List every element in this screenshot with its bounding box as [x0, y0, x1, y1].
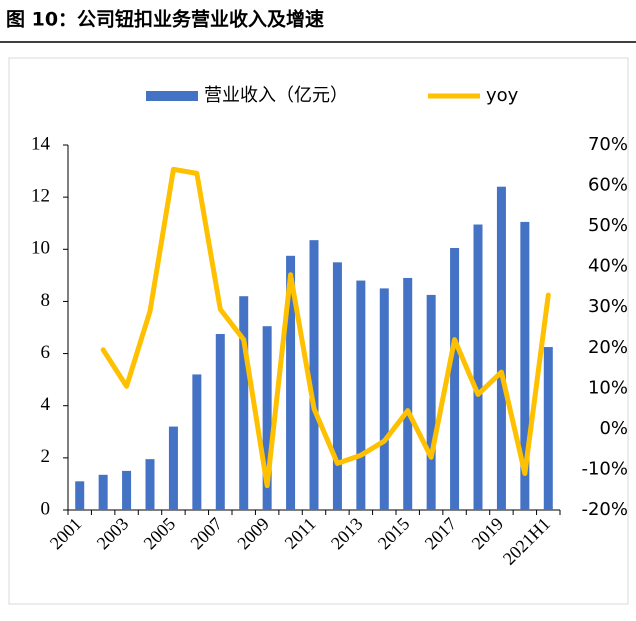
y2-tick-label: 10% — [588, 377, 628, 398]
y-tick-label: 12 — [31, 186, 50, 207]
x-tick-label: 2003 — [93, 514, 133, 554]
y-tick-label: 4 — [41, 394, 51, 415]
x-tick-label: 2021H1 — [499, 514, 554, 569]
bar — [262, 326, 272, 510]
bar — [473, 224, 483, 510]
x-tick-label: 2007 — [186, 514, 226, 554]
bar — [192, 374, 202, 510]
bar — [520, 221, 530, 511]
y2-tick-label: 40% — [588, 256, 628, 277]
bar — [215, 334, 225, 510]
y2-tick-label: 20% — [588, 337, 628, 358]
y-tick-label: 14 — [31, 133, 51, 154]
bar — [403, 277, 413, 510]
y2-tick-label: 60% — [588, 175, 628, 196]
bar — [309, 240, 319, 511]
x-tick-label: 2011 — [281, 514, 320, 553]
bar — [426, 294, 436, 510]
x-tick-label: 2019 — [468, 514, 508, 554]
line — [100, 166, 551, 489]
y-tick-label: 10 — [31, 238, 50, 259]
bar — [168, 426, 178, 510]
bar — [145, 459, 155, 510]
x-tick-label: 2015 — [374, 514, 414, 554]
x-tick-label: 2017 — [421, 514, 461, 554]
legend-label: yoy — [486, 85, 519, 106]
y2-tick-label: 0% — [599, 418, 628, 439]
bar — [450, 247, 460, 510]
y-tick-label: 0 — [41, 498, 51, 519]
y2-tick-label: -10% — [581, 458, 628, 479]
y-tick-label: 6 — [41, 342, 51, 363]
y-tick-label: 8 — [41, 290, 51, 311]
bar — [379, 288, 389, 510]
bar — [286, 255, 296, 510]
bar — [356, 280, 366, 510]
chart-frame — [8, 57, 629, 605]
bar — [332, 262, 342, 510]
bar — [239, 296, 249, 510]
y2-tick-label: 50% — [588, 215, 628, 236]
bar — [98, 474, 108, 510]
bar — [496, 186, 506, 510]
x-tick-label: 2001 — [46, 514, 86, 554]
chart-title: 图 10：公司钮扣业务营业收入及增速 — [6, 8, 324, 31]
x-tick-label: 2009 — [233, 514, 273, 554]
y-tick-label: 2 — [41, 446, 51, 467]
bar — [75, 481, 85, 510]
y2-tick-label: 70% — [588, 134, 628, 155]
bar — [543, 347, 553, 510]
legend-swatch — [146, 91, 198, 101]
legend-label: 营业收入（亿元） — [204, 85, 348, 106]
y2-tick-label: 30% — [588, 296, 628, 317]
bar — [122, 470, 132, 510]
x-tick-label: 2005 — [140, 514, 180, 554]
x-tick-label: 2013 — [327, 514, 367, 554]
y2-tick-label: -20% — [581, 499, 628, 520]
